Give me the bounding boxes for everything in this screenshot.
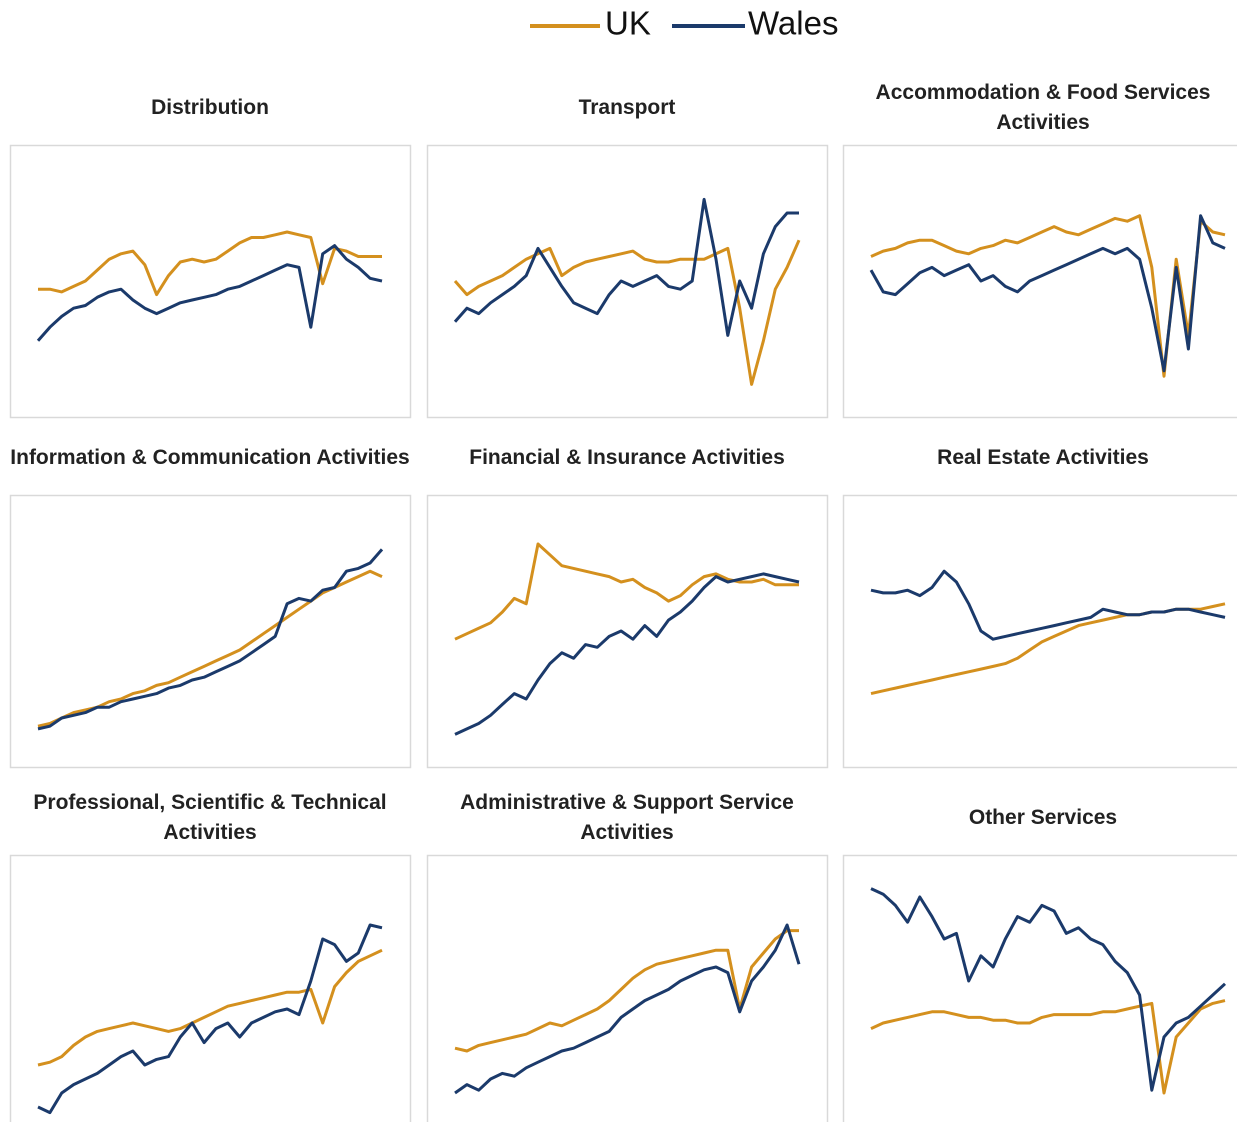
series-line <box>38 230 382 297</box>
panel-frame <box>426 494 829 769</box>
series-line <box>453 197 799 337</box>
panel-title: Information & Communication Activities <box>10 446 410 469</box>
series-line <box>870 602 1226 696</box>
series-line <box>454 542 799 641</box>
series-line <box>870 569 1226 641</box>
panel-title: Financial & Insurance Activities <box>469 446 785 469</box>
panel-title: Administrative & Support Service Activit… <box>460 791 794 844</box>
panel-frame <box>9 494 412 769</box>
panel-frame <box>842 144 1237 419</box>
panel-frame <box>426 854 829 1122</box>
series-line <box>37 948 383 1067</box>
series-line <box>37 923 383 1115</box>
panel-title: Transport <box>578 96 676 119</box>
panel-title: Real Estate Activities <box>937 446 1149 469</box>
legend-label: Wales <box>748 5 838 42</box>
series-line <box>454 572 800 736</box>
panel-frame <box>9 144 412 419</box>
series-line <box>870 887 1227 1092</box>
series-line <box>37 569 383 728</box>
legend-label: UK <box>605 5 651 42</box>
panel-title: Other Services <box>968 806 1118 829</box>
series-line <box>870 999 1226 1095</box>
series-line <box>454 929 799 1053</box>
panel-frame <box>842 494 1237 769</box>
series-line <box>869 214 1226 373</box>
series-line <box>37 548 384 731</box>
series-line <box>454 923 801 1095</box>
series-line <box>453 239 801 386</box>
panel-frame <box>842 854 1237 1122</box>
panel-frame <box>426 144 829 419</box>
series-line <box>36 244 383 342</box>
panel-title: Professional, Scientific & Technical Act… <box>33 791 387 844</box>
panel-frame <box>9 854 412 1122</box>
panel-title: Distribution <box>151 96 269 119</box>
panel-title: Accommodation & Food Services Activities <box>875 81 1211 134</box>
